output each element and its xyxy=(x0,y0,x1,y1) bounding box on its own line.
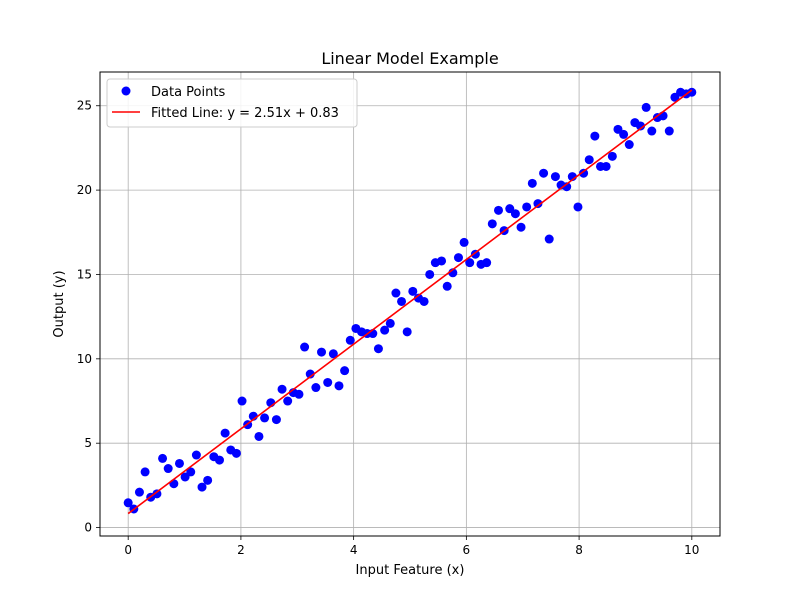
data-point xyxy=(169,479,179,489)
data-point xyxy=(186,467,196,477)
data-point xyxy=(516,222,526,232)
data-point xyxy=(214,455,224,465)
data-point xyxy=(373,344,383,354)
data-point xyxy=(590,131,600,141)
data-point xyxy=(493,205,503,215)
data-point xyxy=(152,489,162,499)
y-tick-label: 25 xyxy=(77,99,92,113)
y-tick-label: 0 xyxy=(84,521,92,535)
x-tick-label: 2 xyxy=(237,543,245,557)
legend-box xyxy=(106,78,358,128)
data-point xyxy=(163,464,173,474)
data-point xyxy=(573,202,583,212)
data-point xyxy=(311,383,321,393)
data-point xyxy=(522,202,532,212)
data-point xyxy=(334,381,344,391)
data-point xyxy=(601,161,611,171)
legend: Data Points Fitted Line: y = 2.51x + 0.8… xyxy=(106,78,358,128)
data-point xyxy=(647,126,657,136)
data-point xyxy=(437,256,447,266)
data-point xyxy=(385,318,395,328)
fitted-line xyxy=(127,89,693,515)
data-point xyxy=(641,102,651,112)
data-point xyxy=(579,168,589,178)
data-point xyxy=(636,121,646,131)
data-point xyxy=(550,172,560,182)
data-point xyxy=(539,168,549,178)
data-point xyxy=(687,87,697,97)
data-point xyxy=(533,199,543,209)
data-point xyxy=(465,258,475,268)
data-point xyxy=(482,258,492,268)
y-tick-label: 20 xyxy=(77,183,92,197)
data-point xyxy=(300,342,310,352)
data-point xyxy=(328,349,338,359)
data-point xyxy=(123,498,133,508)
data-point xyxy=(391,288,401,298)
data-point xyxy=(459,237,469,247)
legend-label-data-points: Data Points xyxy=(151,85,225,100)
data-point xyxy=(340,366,350,376)
data-point xyxy=(584,155,594,165)
data-point xyxy=(305,369,315,379)
data-point xyxy=(544,234,554,244)
y-tick-label: 15 xyxy=(77,267,92,281)
x-tick-label: 4 xyxy=(350,543,358,557)
data-point xyxy=(510,209,520,219)
plot-area xyxy=(123,87,697,515)
data-point xyxy=(317,347,327,357)
data-point xyxy=(402,327,412,337)
data-point xyxy=(254,431,264,441)
data-point xyxy=(664,126,674,136)
data-point xyxy=(397,296,407,306)
data-point xyxy=(174,458,184,468)
data-point xyxy=(271,415,281,425)
data-point xyxy=(425,269,435,279)
data-point xyxy=(624,140,634,150)
legend-label-fitted-line: Fitted Line: y = 2.51x + 0.83 xyxy=(151,106,339,121)
x-axis-label: Input Feature (x) xyxy=(356,563,465,578)
data-point xyxy=(237,396,247,406)
data-point xyxy=(442,281,452,291)
data-point xyxy=(283,396,293,406)
data-point xyxy=(134,487,144,497)
x-tick-label: 8 xyxy=(575,543,583,557)
data-point xyxy=(419,296,429,306)
data-point xyxy=(323,377,333,387)
data-point xyxy=(277,384,287,394)
y-tick-label: 10 xyxy=(77,352,92,366)
data-point xyxy=(260,413,270,423)
data-point xyxy=(191,450,201,460)
x-tick-label: 10 xyxy=(684,543,699,557)
data-point xyxy=(294,389,304,399)
x-tick-label: 0 xyxy=(124,543,132,557)
axes-frame xyxy=(99,71,721,537)
data-point xyxy=(562,182,572,192)
data-point xyxy=(658,111,668,121)
data-point xyxy=(380,325,390,335)
grid-lines xyxy=(100,72,720,536)
data-point xyxy=(140,467,150,477)
y-axis-label: Output (y) xyxy=(52,270,67,337)
y-tick-label: 5 xyxy=(84,436,92,450)
data-point xyxy=(197,482,207,492)
data-point xyxy=(158,453,168,463)
axis-ticks: 0 2 4 6 8 10 0 5 10 15 20 25 xyxy=(77,99,700,557)
data-point xyxy=(607,151,617,161)
data-point xyxy=(453,253,463,263)
data-point xyxy=(220,428,230,438)
data-point xyxy=(408,286,418,296)
chart-title: Linear Model Example xyxy=(321,49,498,68)
legend-marker-data-points xyxy=(121,86,131,96)
data-point xyxy=(619,129,629,139)
data-point xyxy=(231,448,241,458)
data-point xyxy=(527,178,537,188)
x-tick-label: 6 xyxy=(463,543,471,557)
data-point xyxy=(345,335,355,345)
data-point xyxy=(203,475,213,485)
data-point xyxy=(487,219,497,229)
